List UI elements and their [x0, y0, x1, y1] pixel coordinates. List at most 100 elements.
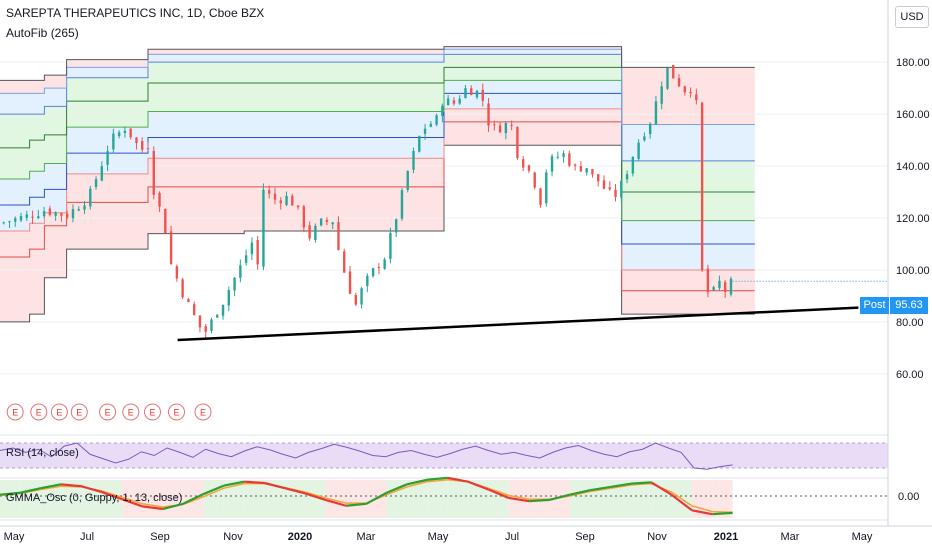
candle-body[interactable] [689, 91, 692, 94]
gmma-fast-segment[interactable] [406, 478, 428, 486]
candle-body[interactable] [510, 124, 513, 126]
candle-body[interactable] [371, 268, 375, 277]
gmma-fast-segment[interactable] [365, 491, 388, 505]
earnings-marker[interactable] [144, 403, 161, 421]
candle-body[interactable] [123, 130, 127, 133]
candle-body[interactable] [25, 214, 28, 218]
candle-body[interactable] [250, 242, 254, 255]
gmma-fast-segment[interactable] [203, 484, 225, 496]
gmma-fast-segment[interactable] [467, 480, 489, 491]
candle-body[interactable] [648, 123, 652, 135]
candle-body[interactable] [152, 150, 155, 195]
rsi-label[interactable]: RSI (14, close) [6, 447, 79, 459]
gmma-fast-segment[interactable] [712, 511, 733, 516]
earnings-marker[interactable] [168, 403, 185, 421]
gmma-fast-segment[interactable] [345, 502, 367, 507]
gmma-fast-segment[interactable] [386, 483, 408, 494]
gmma-fast-segment[interactable] [447, 476, 469, 483]
candle-body[interactable] [94, 179, 98, 187]
gmma-fast-segment[interactable] [284, 487, 306, 495]
earnings-marker[interactable] [30, 403, 48, 421]
candle-body[interactable] [308, 225, 311, 239]
candle-body[interactable] [452, 100, 456, 104]
candle-body[interactable] [296, 205, 300, 208]
candle-body[interactable] [181, 279, 184, 298]
candle-body[interactable] [568, 153, 571, 166]
candle-body[interactable] [158, 192, 161, 207]
gmma-label[interactable]: GMMA_Osc (0, Guppy, 1, 13, close) [6, 492, 183, 504]
candle-body[interactable] [539, 188, 542, 205]
candle-body[interactable] [637, 142, 640, 159]
gmma-fast-segment[interactable] [304, 492, 326, 501]
candle-body[interactable] [360, 288, 363, 305]
rsi-pane[interactable] [0, 434, 888, 521]
candle-body[interactable] [54, 212, 57, 216]
price-axis[interactable]: 60.00 80.00 100.00 120.00 140.00 160.00 180.00 [887, 0, 930, 526]
gmma-fast-segment[interactable] [40, 483, 62, 490]
candle-body[interactable] [493, 124, 496, 126]
candle-body[interactable] [475, 90, 479, 98]
gmma-fast-segment[interactable] [244, 480, 265, 485]
gmma-fast-segment[interactable] [427, 476, 448, 481]
candle-body[interactable] [429, 123, 433, 127]
candle-body[interactable] [441, 105, 444, 117]
candle-body[interactable] [48, 208, 52, 215]
rsi-line[interactable] [0, 442, 733, 470]
earnings-marker[interactable] [99, 403, 117, 421]
candle-body[interactable] [464, 88, 467, 98]
candle-body[interactable] [279, 200, 282, 204]
candle-body[interactable] [192, 304, 196, 315]
gmma-fast-segment[interactable] [549, 493, 571, 501]
candle-body[interactable] [141, 141, 144, 150]
candle-body[interactable] [366, 275, 369, 286]
candle-body[interactable] [666, 67, 669, 89]
candle-body[interactable] [129, 128, 132, 138]
candle-body[interactable] [481, 89, 484, 101]
candle-body[interactable] [19, 216, 23, 221]
candle-body[interactable] [446, 98, 450, 106]
candle-body[interactable] [216, 314, 219, 318]
gmma-fast-segment[interactable] [223, 480, 245, 487]
gmma-fast-segment[interactable] [325, 498, 347, 507]
candle-body[interactable] [314, 225, 317, 240]
candle-body[interactable] [597, 174, 600, 182]
candle-body[interactable] [331, 222, 334, 225]
gmma-fast-segment[interactable] [529, 498, 550, 503]
candle-body[interactable] [175, 266, 179, 279]
candle-body[interactable] [239, 265, 242, 278]
candle-body[interactable] [579, 166, 583, 172]
gmma-fast-segment[interactable] [487, 488, 510, 499]
candle-body[interactable] [672, 64, 675, 79]
candle-body[interactable] [233, 277, 236, 291]
gmma-fast-segment[interactable] [508, 496, 530, 503]
candle-body[interactable] [695, 94, 698, 101]
candle-body[interactable] [65, 213, 69, 218]
candle-body[interactable] [325, 219, 329, 222]
candle-body[interactable] [337, 222, 340, 250]
candle-body[interactable] [60, 213, 63, 216]
gmma-fast-segment[interactable] [121, 498, 143, 508]
candle-body[interactable] [262, 189, 265, 267]
candle-body[interactable] [285, 195, 288, 206]
candle-body[interactable] [100, 166, 104, 181]
candle-body[interactable] [400, 190, 404, 219]
candle-body[interactable] [394, 219, 398, 233]
gmma-fast-segment[interactable] [670, 493, 693, 512]
candle-body[interactable] [146, 148, 150, 150]
gmma-fast-segment[interactable] [589, 485, 611, 492]
candle-body[interactable] [625, 174, 629, 180]
candle-body[interactable] [677, 78, 681, 87]
candle-body[interactable] [521, 159, 525, 168]
currency-button[interactable]: USD [895, 6, 929, 28]
candle-body[interactable] [389, 232, 392, 259]
candle-body[interactable] [319, 218, 323, 226]
time-axis[interactable]: May Jul Sep Nov 2020 Mar May Jul Sep Nov 2021 Mar Ma… [0, 525, 932, 543]
gmma-fast-segment[interactable] [101, 491, 123, 501]
candle-body[interactable] [31, 216, 34, 218]
candle-body[interactable] [602, 180, 606, 189]
candle-body[interactable] [8, 221, 11, 223]
candle-body[interactable] [227, 289, 231, 306]
candle-body[interactable] [377, 267, 381, 269]
candle-body[interactable] [562, 153, 565, 158]
